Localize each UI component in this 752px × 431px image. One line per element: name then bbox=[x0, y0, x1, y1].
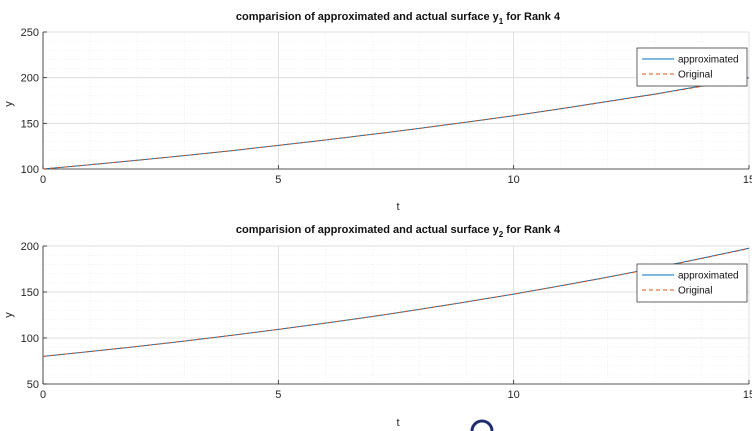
subplot-y1: comparision of approximated and actual s… bbox=[3, 11, 752, 213]
y-tick-label: 200 bbox=[21, 241, 39, 253]
legend-box bbox=[636, 47, 748, 87]
x-tick-label: 10 bbox=[508, 174, 520, 186]
legend-entry-label: Original bbox=[678, 70, 712, 81]
series-line-approximated bbox=[42, 77, 750, 170]
y-tick-label: 250 bbox=[21, 27, 39, 39]
plot-area bbox=[43, 246, 749, 384]
corner-ring-decoration bbox=[470, 419, 494, 431]
x-tick-label: 5 bbox=[275, 174, 281, 186]
x-axis-label: t bbox=[396, 417, 399, 429]
y-tick-label: 150 bbox=[21, 287, 39, 299]
x-tick-label: 0 bbox=[40, 389, 46, 401]
legend-entry-label: approximated bbox=[678, 271, 739, 282]
x-tick-label: 15 bbox=[743, 389, 752, 401]
legend-box bbox=[636, 263, 748, 303]
plot-title: comparision of approximated and actual s… bbox=[236, 11, 561, 26]
x-tick-label: 5 bbox=[275, 389, 281, 401]
y-tick-label: 50 bbox=[27, 379, 39, 391]
subplot-y2: comparision of approximated and actual s… bbox=[3, 224, 752, 429]
x-tick-label: 10 bbox=[508, 389, 520, 401]
legend: approximated Original bbox=[636, 263, 748, 303]
x-axis-label: t bbox=[396, 201, 399, 213]
y-tick-label: 200 bbox=[21, 73, 39, 85]
legend: approximated Original bbox=[636, 47, 748, 87]
plot-title: comparision of approximated and actual s… bbox=[236, 224, 561, 239]
y-tick-label: 100 bbox=[21, 333, 39, 345]
legend-entry-label: approximated bbox=[678, 55, 739, 66]
y-tick-label: 150 bbox=[21, 118, 39, 130]
x-tick-label: 15 bbox=[743, 174, 752, 186]
x-tick-label: 0 bbox=[40, 174, 46, 186]
y-axis-label: y bbox=[3, 312, 15, 318]
series-line-approximated bbox=[42, 247, 750, 357]
legend-entry-label: Original bbox=[678, 286, 712, 297]
plot-area bbox=[43, 32, 749, 169]
y-tick-label: 100 bbox=[21, 164, 39, 176]
y-axis-label: y bbox=[3, 101, 15, 107]
